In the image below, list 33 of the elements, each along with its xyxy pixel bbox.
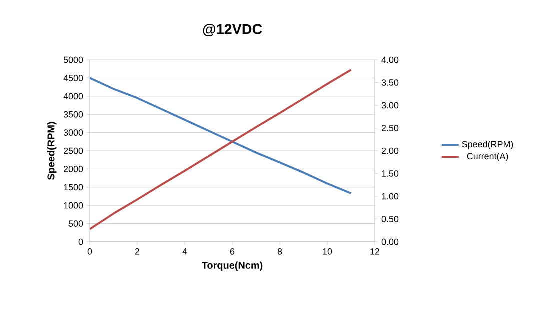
x-tick-label: 10: [323, 248, 332, 255]
y-tick-label: 1500: [64, 184, 84, 191]
y-axis-title: Speed(RPM): [47, 122, 57, 180]
x-tick-label: 6: [230, 248, 235, 255]
y2-tick-label: 0.00: [382, 238, 399, 246]
y-tick-label: 4000: [64, 93, 84, 100]
y-tick-label: 2500: [64, 148, 84, 154]
x-tick-label: 2: [135, 248, 140, 255]
y-tick-label: 3500: [64, 111, 84, 118]
x-tick-label: 8: [278, 248, 282, 255]
y2-tick-label: 1.50: [382, 170, 399, 177]
y2-tick-label: 0.50: [382, 216, 399, 222]
chart-title: @12VDC: [203, 24, 262, 36]
y2-tick-label: 3.00: [382, 102, 399, 109]
legend-label: Speed(RPM): [462, 141, 514, 150]
x-tick-label: 12: [370, 248, 380, 255]
y2-tick-label: 1.00: [382, 193, 399, 200]
x-tick-label: 0: [88, 248, 92, 255]
y-tick-label: 3000: [64, 130, 84, 136]
y-tick-label: 1000: [64, 202, 84, 209]
line-series: [90, 77, 352, 195]
y-tick-label: 2000: [64, 166, 84, 172]
y2-tick-label: 4.00: [382, 56, 399, 64]
y-tick-label: 5000: [64, 56, 84, 64]
y-tick-label: 500: [68, 220, 84, 227]
y-tick-label: 0: [78, 238, 84, 246]
legend-label: Current(A): [467, 152, 508, 162]
x-axis-title: Torque(Ncm): [202, 262, 263, 271]
y2-tick-label: 2.00: [382, 148, 399, 154]
y-tick-label: 4500: [64, 75, 84, 82]
x-tick-label: 4: [182, 248, 188, 255]
y2-tick-label: 3.50: [382, 80, 399, 86]
y2-tick-label: 2.50: [382, 125, 399, 132]
